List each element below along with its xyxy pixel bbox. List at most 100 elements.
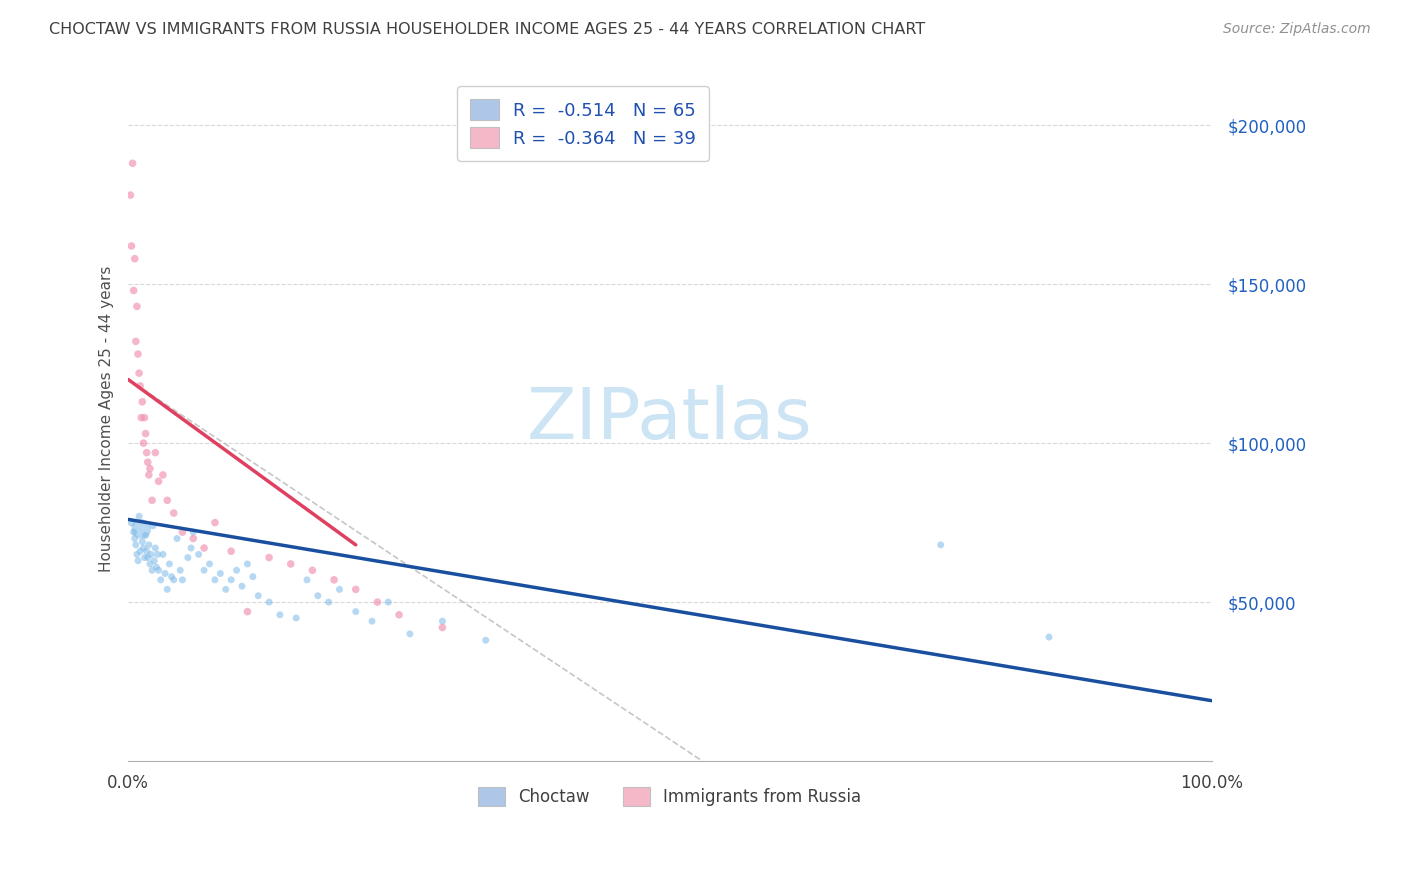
Point (131, 394, 153, 409)
Point (149, 573, 172, 587)
Point (156, 582, 179, 597)
Point (156, 493, 179, 508)
Point (125, 538, 148, 552)
Point (134, 550, 156, 565)
Point (344, 582, 367, 597)
Point (135, 528, 157, 542)
Point (141, 493, 163, 508)
Point (219, 544, 242, 558)
Point (122, 284, 145, 298)
Point (328, 582, 350, 597)
Point (143, 445, 166, 459)
Point (242, 569, 264, 583)
Point (215, 582, 238, 597)
Point (177, 550, 200, 565)
Point (129, 544, 152, 558)
Point (399, 627, 422, 641)
Point (129, 379, 152, 393)
Point (125, 334, 148, 349)
Point (295, 573, 318, 587)
Point (139, 548, 162, 562)
Point (172, 573, 194, 587)
Point (122, 525, 145, 540)
Point (187, 548, 209, 562)
Point (152, 548, 174, 562)
Point (128, 509, 150, 524)
Point (193, 563, 215, 577)
Point (127, 554, 149, 568)
Point (366, 595, 388, 609)
Point (128, 366, 150, 380)
Point (209, 566, 232, 581)
Legend: Choctaw, Immigrants from Russia: Choctaw, Immigrants from Russia (470, 779, 870, 814)
Point (181, 525, 204, 540)
Point (432, 614, 454, 628)
Point (198, 557, 221, 571)
Point (136, 550, 159, 565)
Point (148, 475, 170, 489)
Point (301, 563, 323, 577)
Point (135, 426, 157, 441)
Point (247, 589, 270, 603)
Point (163, 506, 186, 520)
Point (236, 605, 259, 619)
Point (139, 557, 162, 571)
Point (318, 595, 340, 609)
Point (181, 532, 204, 546)
Point (127, 347, 149, 361)
Point (138, 467, 160, 482)
Point (125, 548, 148, 562)
Point (124, 252, 146, 266)
Point (143, 541, 166, 555)
Point (193, 541, 215, 555)
Point (148, 563, 170, 577)
Y-axis label: Householder Income Ages 25 - 44 years: Householder Income Ages 25 - 44 years (100, 266, 114, 573)
Point (344, 605, 367, 619)
Point (142, 518, 165, 533)
Point (138, 538, 160, 552)
Point (143, 554, 166, 568)
Point (929, 538, 952, 552)
Point (146, 548, 169, 562)
Point (225, 563, 247, 577)
Point (432, 621, 454, 635)
Point (136, 455, 159, 469)
Point (285, 611, 308, 625)
Text: CHOCTAW VS IMMIGRANTS FROM RUSSIA HOUSEHOLDER INCOME AGES 25 - 44 YEARS CORRELAT: CHOCTAW VS IMMIGRANTS FROM RUSSIA HOUSEH… (49, 22, 925, 37)
Point (132, 436, 155, 450)
Point (257, 550, 280, 565)
Point (169, 563, 191, 577)
Point (361, 614, 384, 628)
Point (132, 541, 155, 555)
Point (204, 516, 226, 530)
Point (257, 595, 280, 609)
Point (307, 589, 329, 603)
Point (135, 445, 157, 459)
Point (280, 557, 302, 571)
Point (163, 573, 186, 587)
Point (125, 299, 148, 313)
Point (139, 461, 162, 475)
Point (129, 522, 152, 536)
Point (135, 544, 157, 558)
Point (145, 560, 167, 574)
Point (231, 579, 253, 593)
Point (474, 633, 496, 648)
Point (157, 557, 180, 571)
Point (172, 525, 194, 540)
Text: Source: ZipAtlas.com: Source: ZipAtlas.com (1223, 22, 1371, 37)
Point (388, 607, 411, 622)
Point (121, 239, 143, 253)
Point (124, 532, 146, 546)
Point (141, 563, 163, 577)
Point (204, 573, 226, 587)
Point (180, 541, 202, 555)
Point (323, 573, 346, 587)
Point (269, 607, 291, 622)
Point (152, 467, 174, 482)
Text: ZIPatlas: ZIPatlas (527, 384, 813, 454)
Point (121, 156, 143, 170)
Point (377, 595, 399, 609)
Point (120, 188, 142, 202)
Point (131, 534, 153, 549)
